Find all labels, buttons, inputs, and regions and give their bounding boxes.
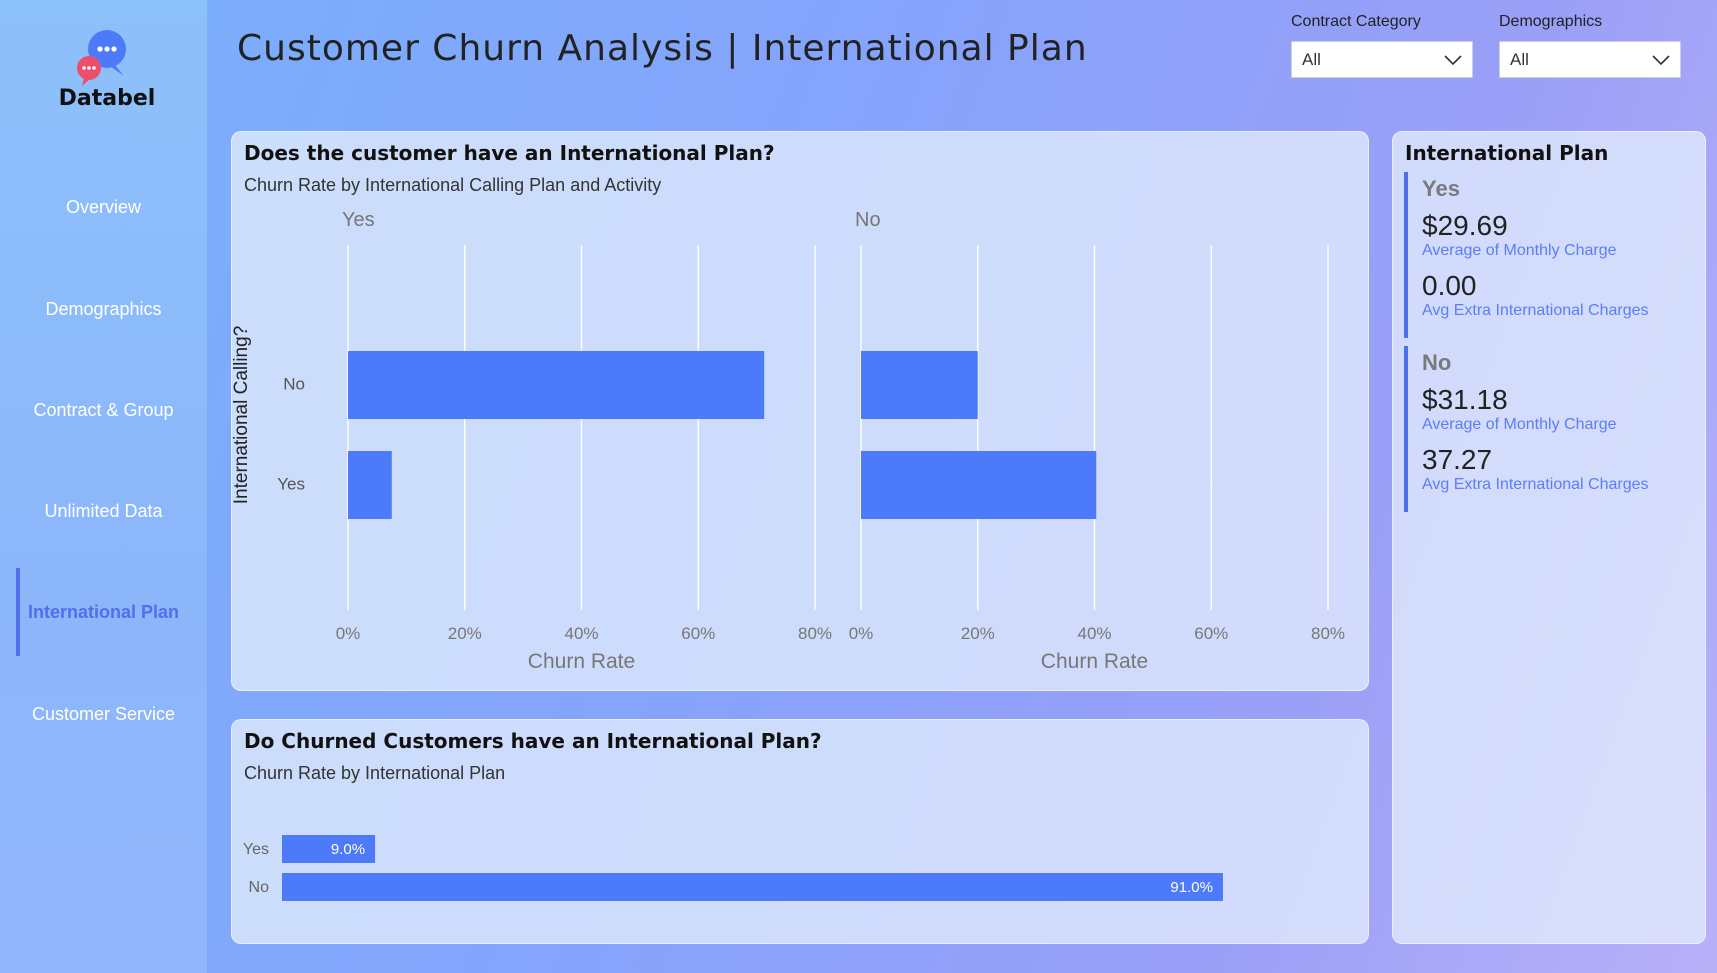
contract-category-value: All	[1302, 49, 1321, 69]
panel-header: No	[855, 209, 881, 231]
bar	[282, 835, 376, 863]
kpi-avg-monthly-value: $31.18	[1422, 384, 1508, 415]
nav-item-contract-group[interactable]: Contract & Group	[33, 400, 174, 420]
kpi-avg-intl-value: 0.00	[1422, 270, 1477, 301]
contract-category-dropdown[interactable]: All	[1291, 41, 1473, 78]
bar	[861, 451, 1097, 519]
x-tick-label: 60%	[1194, 624, 1228, 643]
sidebar: Databel Overview Demographics Contract &…	[0, 0, 207, 973]
bar	[348, 451, 392, 519]
data-label: 91.0%	[1170, 879, 1213, 896]
databel-logo: Databel	[52, 24, 162, 116]
category-label: Yes	[243, 841, 269, 858]
category-label: Yes	[277, 474, 305, 493]
nav-item-demographics[interactable]: Demographics	[45, 299, 162, 319]
brand-name: Databel	[58, 86, 156, 111]
kpi-group-no: No $31.18 Average of Monthly Charge 37.2…	[1404, 346, 1694, 512]
contract-category-slicer: Contract Category All	[1291, 13, 1473, 78]
nav-item-customer-service[interactable]: Customer Service	[31, 704, 176, 724]
x-tick-label: 20%	[448, 624, 482, 643]
chat-bubbles-icon	[77, 30, 126, 86]
nav-active-indicator	[16, 568, 20, 656]
bar	[282, 873, 1223, 901]
x-tick-label: 20%	[961, 624, 995, 643]
kpi-card: International Plan Yes $29.69 Average of…	[1392, 131, 1706, 944]
x-axis-title: Churn Rate	[1041, 650, 1148, 673]
chart2-title: Do Churned Customers have an Internation…	[244, 729, 822, 753]
x-tick-label: 60%	[681, 624, 715, 643]
churned-intl-plan-card: Do Churned Customers have an Internation…	[231, 719, 1369, 944]
kpi-avg-monthly-label: Average of Monthly Charge	[1422, 242, 1617, 259]
x-tick-label: 40%	[1077, 624, 1111, 643]
kpi-avg-intl-label: Avg Extra International Charges	[1422, 302, 1649, 319]
intl-plan-activity-card: Does the customer have an International …	[231, 131, 1369, 691]
x-tick-label: 0%	[849, 624, 874, 643]
x-tick-label: 80%	[798, 624, 832, 643]
chart1-subtitle: Churn Rate by International Calling Plan…	[244, 175, 662, 195]
bar	[861, 351, 978, 419]
chart1-title: Does the customer have an International …	[244, 141, 775, 165]
x-axis-title: Churn Rate	[528, 650, 635, 673]
x-tick-label: 80%	[1311, 624, 1345, 643]
nav-item-international-plan[interactable]: International Plan	[27, 602, 180, 622]
demographics-dropdown[interactable]: All	[1499, 41, 1681, 78]
kpi-group-name: Yes	[1422, 176, 1460, 201]
chevron-down-icon	[1652, 54, 1670, 65]
nav-item-unlimited-data[interactable]: Unlimited Data	[44, 501, 163, 521]
kpi-group-yes: Yes $29.69 Average of Monthly Charge 0.0…	[1404, 172, 1694, 338]
nav-item-overview[interactable]: Overview	[65, 197, 141, 217]
bar	[348, 351, 765, 419]
category-label: No	[249, 879, 270, 896]
chevron-down-icon	[1444, 54, 1462, 65]
y-axis-title: International Calling?	[232, 326, 252, 505]
kpi-avg-intl-value: 37.27	[1422, 444, 1493, 475]
demographics-value: All	[1510, 49, 1529, 69]
kpi-avg-intl-label: Avg Extra International Charges	[1422, 476, 1649, 493]
panel-header: Yes	[342, 209, 375, 231]
contract-category-label: Contract Category	[1291, 13, 1421, 30]
category-label: No	[283, 374, 305, 393]
demographics-slicer: Demographics All	[1499, 13, 1681, 78]
kpi-group-name: No	[1422, 350, 1452, 375]
kpi-avg-monthly-label: Average of Monthly Charge	[1422, 416, 1617, 433]
chart1-svg: International Calling? No Yes Yes 0% 20% 40% 60…	[232, 209, 1345, 673]
demographics-label: Demographics	[1499, 13, 1603, 30]
x-tick-label: 40%	[564, 624, 598, 643]
page-title: Customer Churn Analysis | International …	[237, 28, 1088, 69]
chart2-svg: Yes 9.0% No 91.0%	[243, 835, 1223, 901]
kpi-title: International Plan	[1405, 141, 1609, 165]
data-label: 9.0%	[331, 841, 365, 858]
x-tick-label: 0%	[336, 624, 361, 643]
chart2-subtitle: Churn Rate by International Plan	[244, 763, 506, 783]
kpi-avg-monthly-value: $29.69	[1422, 210, 1508, 241]
